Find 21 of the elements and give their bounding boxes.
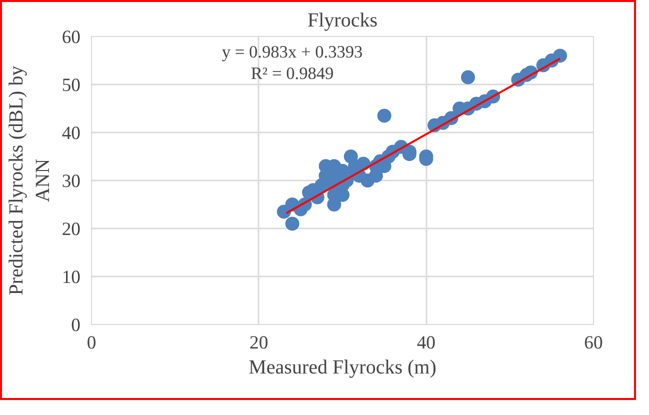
point <box>318 168 333 183</box>
y-tick-label: 10 <box>62 267 80 288</box>
x-tick-label: 0 <box>86 332 96 354</box>
point <box>285 216 300 231</box>
point <box>377 108 392 123</box>
y-tick-label: 50 <box>62 75 80 96</box>
y-tick-label: 40 <box>62 123 80 144</box>
y-axis-title: Predicted Flyrocks (dBL) by ANN <box>5 66 54 296</box>
chart-title: Flyrocks <box>308 10 378 32</box>
y-tick-label: 20 <box>62 219 80 240</box>
y-tick-label: 60 <box>62 27 80 48</box>
point <box>553 48 568 63</box>
annotation: R² = 0.9849 <box>250 64 334 83</box>
x-tick-label: 60 <box>584 332 603 354</box>
annotation: y = 0.983x + 0.3393 <box>222 42 363 62</box>
y-tick-label: 30 <box>62 171 80 192</box>
y-tick-label: 0 <box>71 315 80 336</box>
x-tick-label: 20 <box>250 332 268 354</box>
point <box>461 70 475 84</box>
x-tick-label: 40 <box>416 332 436 354</box>
x-axis-title: Measured Flyrocks (m) <box>248 356 436 378</box>
